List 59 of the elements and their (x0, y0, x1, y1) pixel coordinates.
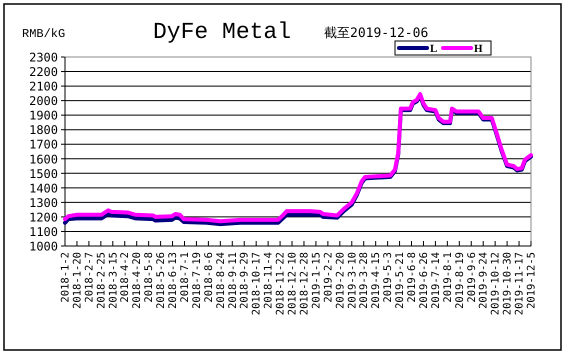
x-tick-label: 2019-2-20 (334, 252, 346, 309)
x-tick-label: 2018-12-10 (286, 252, 299, 316)
x-tick-label: 2018-9-11 (226, 252, 239, 309)
x-tick-label: 2018-2-7 (83, 252, 96, 303)
x-tick-label: 2019-2-2 (322, 252, 334, 303)
x-tick-label: 2019-4-15 (370, 252, 382, 309)
y-tick-label: 1000 (29, 240, 58, 254)
y-tick-label: 2100 (29, 80, 58, 94)
x-tick-label: 2018-8-6 (202, 252, 215, 303)
y-tick-label: 1800 (29, 123, 58, 138)
x-tick-label: 2018-5-26 (155, 252, 168, 309)
y-tick-label: 1100 (29, 224, 58, 239)
x-tick-label: 2019-9-6 (466, 252, 478, 303)
x-tick-label: 2018-12-28 (298, 252, 310, 316)
x-tick-label: 2018-10-17 (250, 252, 263, 316)
y-tick-label: 2300 (29, 50, 58, 64)
y-tick-label: 2000 (29, 94, 58, 108)
y-tick-label: 1500 (29, 166, 58, 181)
chart-title: DyFe Metal (153, 19, 292, 45)
x-tick-label: 2018-4-20 (131, 252, 144, 309)
x-tick-label: 2019-12-5 (526, 252, 538, 309)
chart-subtitle: 截至2019-12-06 (324, 26, 428, 41)
x-tick-label: 2018-5-8 (143, 252, 156, 303)
x-tick-label: 2018-6-13 (167, 252, 180, 309)
x-tick-label: 2019-11-17 (514, 252, 526, 316)
y-tick-label: 1200 (29, 210, 58, 224)
x-tick-label: 2018-11-4 (262, 252, 275, 309)
legend-label: L (430, 43, 438, 55)
x-tick-label: 2019-5-21 (394, 252, 406, 309)
y-tick-label: 1600 (29, 152, 58, 166)
x-tick-label: 2019-3-28 (358, 252, 370, 309)
legend-label: H (474, 43, 483, 55)
x-tick-label: 2019-3-10 (346, 252, 358, 309)
x-tick-label: 2019-6-8 (406, 252, 418, 303)
x-tick-label: 2019-1-15 (310, 252, 322, 309)
x-tick-label: 2019-9-24 (478, 252, 490, 309)
y-axis-title: RMB/kG (22, 27, 66, 41)
x-tick-label: 2019-5-3 (382, 252, 394, 303)
y-tick-label: 1900 (29, 108, 58, 123)
x-tick-label: 2018-4-2 (119, 252, 132, 303)
x-tick-label: 2019-7-14 (430, 252, 442, 309)
y-tick-label: 1400 (29, 181, 58, 196)
x-tick-label: 2019-10-30 (502, 252, 514, 316)
x-tick-label: 2019-10-12 (490, 252, 502, 316)
x-tick-label: 2018-7-19 (190, 252, 203, 309)
y-tick-label: 2200 (29, 65, 58, 80)
x-tick-label: 2018-11-22 (274, 252, 287, 316)
x-tick-label: 2018-2-25 (95, 252, 108, 309)
x-tick-label: 2019-6-26 (418, 252, 430, 309)
x-tick-label: 2018-3-15 (107, 252, 120, 309)
x-tick-label: 2018-1-20 (71, 252, 84, 309)
x-tick-label: 2018-1-2 (60, 252, 72, 303)
y-tick-label: 1300 (29, 196, 58, 210)
y-tick-label: 1700 (29, 138, 58, 152)
x-tick-label: 2019-8-1 (442, 252, 454, 303)
x-tick-label: 2019-8-19 (454, 252, 466, 309)
x-tick-label: 2018-9-29 (238, 252, 251, 309)
x-tick-label: 2018-7-1 (178, 252, 191, 303)
x-tick-label: 2018-8-24 (214, 252, 227, 309)
